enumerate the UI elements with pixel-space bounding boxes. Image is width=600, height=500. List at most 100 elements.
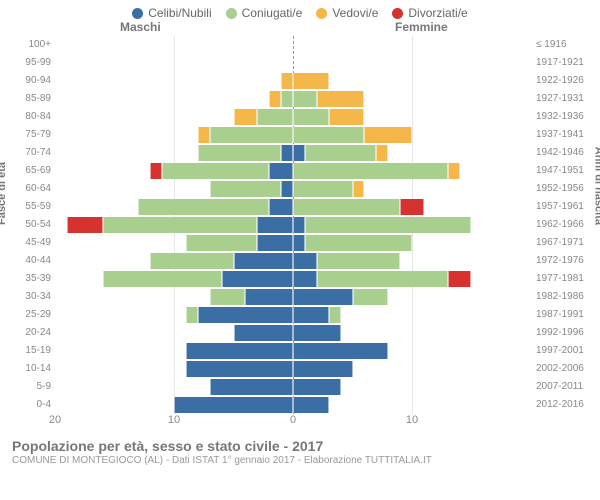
age-label: 35-39 — [5, 270, 51, 288]
legend-item: Celibi/Nubili — [132, 6, 211, 20]
bar-female — [293, 199, 424, 215]
birth-label: 1927-1931 — [536, 90, 598, 108]
bar-segment — [198, 127, 210, 143]
age-label: 30-34 — [5, 288, 51, 306]
bar-female — [293, 163, 460, 179]
x-axis: 2010010 — [55, 414, 531, 432]
bar-segment — [293, 361, 353, 377]
bar-segment — [269, 163, 293, 179]
age-label: 50-54 — [5, 216, 51, 234]
bar-male — [234, 325, 294, 341]
bar-male — [210, 181, 293, 197]
bar-segment — [293, 73, 329, 89]
birth-label: 1997-2001 — [536, 342, 598, 360]
x-tick: 0 — [290, 414, 296, 426]
bar-area — [55, 127, 531, 143]
bar-male — [210, 379, 293, 395]
bar-segment — [138, 199, 269, 215]
bar-female — [293, 127, 412, 143]
bar-segment — [353, 289, 389, 305]
bar-segment — [174, 397, 293, 413]
bar-male — [186, 307, 293, 323]
age-label: 10-14 — [5, 360, 51, 378]
bar-male — [174, 397, 293, 413]
birth-label: 1952-1956 — [536, 180, 598, 198]
birth-label: 1982-1986 — [536, 288, 598, 306]
birth-label: 1947-1951 — [536, 162, 598, 180]
footer-title: Popolazione per età, sesso e stato civil… — [12, 438, 588, 454]
bar-segment — [448, 271, 472, 287]
bar-area — [55, 199, 531, 215]
bar-male — [234, 109, 293, 125]
birth-label: 2007-2011 — [536, 378, 598, 396]
bar-segment — [293, 343, 388, 359]
bar-male — [186, 235, 293, 251]
bar-segment — [293, 379, 341, 395]
bar-segment — [234, 325, 294, 341]
bar-female — [293, 253, 400, 269]
age-label: 100+ — [5, 36, 51, 54]
age-row: 20-241992-1996 — [55, 324, 531, 342]
bar-female — [293, 397, 329, 413]
bar-segment — [293, 289, 353, 305]
bar-area — [55, 289, 531, 305]
bar-segment — [329, 307, 341, 323]
age-label: 0-4 — [5, 396, 51, 414]
birth-label: 1967-1971 — [536, 234, 598, 252]
footer-subtitle: COMUNE DI MONTEGIOCO (AL) - Dati ISTAT 1… — [12, 455, 588, 466]
age-row: 35-391977-1981 — [55, 270, 531, 288]
bar-segment — [293, 271, 317, 287]
age-row: 50-541962-1966 — [55, 216, 531, 234]
age-label: 85-89 — [5, 90, 51, 108]
age-row: 100+≤ 1916 — [55, 36, 531, 54]
legend-label: Divorziati/e — [408, 6, 467, 20]
bar-segment — [317, 91, 365, 107]
bar-segment — [317, 271, 448, 287]
bar-male — [138, 199, 293, 215]
bar-segment — [293, 217, 305, 233]
birth-label: 1937-1941 — [536, 126, 598, 144]
age-label: 55-59 — [5, 198, 51, 216]
birth-label: 2002-2006 — [536, 360, 598, 378]
bar-male — [186, 361, 293, 377]
bar-segment — [400, 199, 424, 215]
bar-area — [55, 91, 531, 107]
legend-swatch — [226, 8, 237, 19]
bar-segment — [281, 145, 293, 161]
bar-segment — [222, 271, 293, 287]
bar-segment — [210, 127, 293, 143]
age-row: 65-691947-1951 — [55, 162, 531, 180]
label-maschi: Maschi — [120, 20, 161, 34]
bar-segment — [293, 235, 305, 251]
bar-segment — [257, 109, 293, 125]
bar-female — [293, 235, 412, 251]
age-row: 85-891927-1931 — [55, 90, 531, 108]
legend-item: Vedovi/e — [316, 6, 378, 20]
bar-segment — [293, 91, 317, 107]
bar-female — [293, 73, 329, 89]
bar-male — [198, 145, 293, 161]
bar-segment — [67, 217, 103, 233]
bar-area — [55, 325, 531, 341]
bar-segment — [364, 127, 412, 143]
bar-segment — [269, 91, 281, 107]
bar-segment — [103, 217, 258, 233]
age-row: 0-42012-2016 — [55, 396, 531, 414]
birth-label: 1977-1981 — [536, 270, 598, 288]
bar-segment — [198, 145, 281, 161]
bar-female — [293, 217, 471, 233]
legend-label: Vedovi/e — [332, 6, 378, 20]
bar-female — [293, 379, 341, 395]
age-row: 30-341982-1986 — [55, 288, 531, 306]
bar-segment — [269, 199, 293, 215]
bar-segment — [150, 163, 162, 179]
age-label: 70-74 — [5, 144, 51, 162]
age-row: 70-741942-1946 — [55, 144, 531, 162]
bar-area — [55, 145, 531, 161]
bar-segment — [305, 145, 376, 161]
bar-segment — [317, 253, 400, 269]
plot-area: 100+≤ 191695-991917-192190-941922-192685… — [55, 36, 531, 414]
bar-segment — [186, 343, 293, 359]
bar-area — [55, 37, 531, 53]
bar-area — [55, 235, 531, 251]
